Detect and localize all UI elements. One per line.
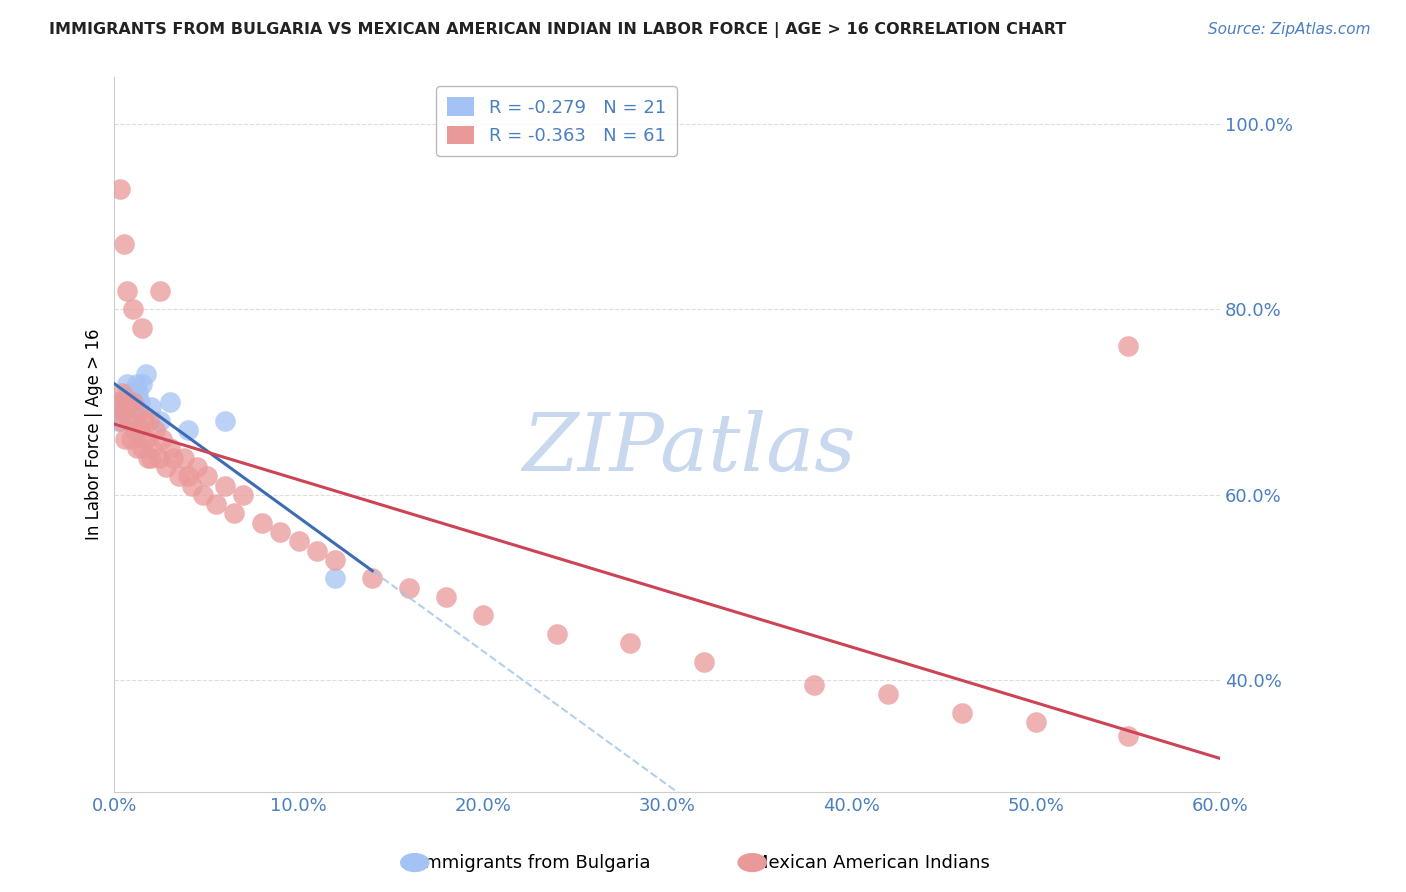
Point bbox=[214, 478, 236, 492]
Point bbox=[135, 368, 157, 382]
Point bbox=[114, 432, 136, 446]
Point bbox=[117, 376, 139, 391]
Point bbox=[121, 302, 143, 317]
Point bbox=[131, 442, 153, 456]
Point bbox=[159, 395, 181, 409]
Point bbox=[325, 553, 347, 567]
Point bbox=[124, 423, 146, 437]
Point bbox=[148, 450, 170, 465]
Point bbox=[121, 395, 143, 409]
Point bbox=[112, 395, 135, 409]
Point bbox=[108, 182, 131, 196]
Text: Immigrants from Bulgaria: Immigrants from Bulgaria bbox=[419, 854, 650, 871]
Point bbox=[177, 469, 200, 483]
Point bbox=[141, 400, 163, 414]
Point bbox=[141, 450, 163, 465]
Point bbox=[191, 488, 214, 502]
Point bbox=[803, 678, 825, 692]
Point bbox=[361, 571, 384, 585]
Point bbox=[149, 414, 172, 428]
Point bbox=[877, 687, 900, 701]
Point bbox=[546, 627, 568, 641]
Point bbox=[125, 442, 148, 456]
Point bbox=[131, 321, 153, 335]
Point bbox=[129, 423, 152, 437]
Point bbox=[159, 442, 181, 456]
Point bbox=[398, 581, 420, 595]
Y-axis label: In Labor Force | Age > 16: In Labor Force | Age > 16 bbox=[86, 329, 103, 541]
Point bbox=[162, 450, 184, 465]
Point bbox=[132, 414, 155, 428]
Point bbox=[121, 400, 143, 414]
Point bbox=[619, 636, 641, 650]
Point bbox=[1024, 715, 1046, 730]
Point bbox=[111, 385, 134, 400]
Point bbox=[287, 534, 309, 549]
Point bbox=[135, 432, 157, 446]
Point bbox=[180, 478, 202, 492]
Point bbox=[117, 284, 139, 298]
Point bbox=[111, 400, 134, 414]
Point bbox=[136, 450, 159, 465]
Point bbox=[131, 376, 153, 391]
Text: Mexican American Indians: Mexican American Indians bbox=[754, 854, 990, 871]
Point bbox=[112, 404, 135, 418]
Point bbox=[118, 385, 141, 400]
Point bbox=[325, 571, 347, 585]
Legend: R = -0.279   N = 21, R = -0.363   N = 61: R = -0.279 N = 21, R = -0.363 N = 61 bbox=[436, 87, 676, 156]
Point bbox=[138, 414, 160, 428]
Text: IMMIGRANTS FROM BULGARIA VS MEXICAN AMERICAN INDIAN IN LABOR FORCE | AGE > 16 CO: IMMIGRANTS FROM BULGARIA VS MEXICAN AMER… bbox=[49, 22, 1067, 38]
Point bbox=[127, 404, 149, 418]
Point bbox=[1116, 339, 1139, 353]
Point bbox=[195, 469, 218, 483]
Point bbox=[129, 395, 152, 409]
Point bbox=[112, 237, 135, 252]
Point bbox=[141, 442, 163, 456]
Point bbox=[471, 608, 494, 623]
Point bbox=[269, 524, 291, 539]
Point bbox=[108, 414, 131, 428]
Point bbox=[305, 543, 328, 558]
Point bbox=[143, 423, 166, 437]
Point bbox=[950, 706, 973, 720]
Point bbox=[1116, 729, 1139, 743]
Point bbox=[127, 385, 149, 400]
Point bbox=[118, 414, 141, 428]
Text: ZIPatlas: ZIPatlas bbox=[523, 410, 856, 488]
Text: Source: ZipAtlas.com: Source: ZipAtlas.com bbox=[1208, 22, 1371, 37]
Point bbox=[167, 469, 190, 483]
Point bbox=[434, 590, 457, 604]
Point bbox=[125, 376, 148, 391]
Point bbox=[120, 432, 142, 446]
Point bbox=[186, 460, 208, 475]
Point bbox=[149, 284, 172, 298]
Point bbox=[120, 395, 142, 409]
Point bbox=[107, 395, 129, 409]
Point bbox=[155, 460, 177, 475]
Point bbox=[108, 404, 131, 418]
Point bbox=[173, 450, 195, 465]
Point bbox=[204, 497, 226, 511]
Point bbox=[114, 391, 136, 405]
Point bbox=[214, 414, 236, 428]
Point bbox=[117, 395, 139, 409]
Point bbox=[177, 423, 200, 437]
Point bbox=[232, 488, 254, 502]
Point bbox=[124, 409, 146, 423]
Point bbox=[250, 516, 273, 530]
Point bbox=[150, 432, 173, 446]
Point bbox=[693, 655, 716, 669]
Point bbox=[224, 507, 246, 521]
Point bbox=[107, 414, 129, 428]
